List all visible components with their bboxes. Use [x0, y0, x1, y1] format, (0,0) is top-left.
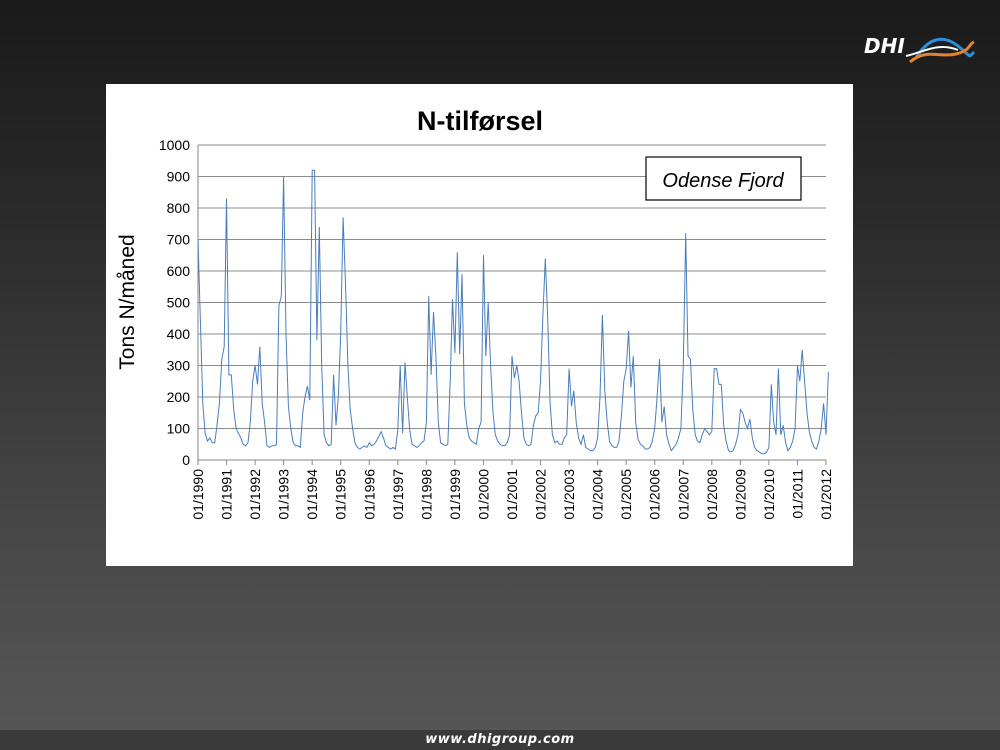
x-tick-label: 01/2008 [704, 469, 720, 520]
dhi-logo: DHI [858, 28, 976, 70]
y-tick-label: 300 [167, 358, 191, 374]
x-tick-label: 01/1994 [304, 469, 320, 520]
y-tick-label: 400 [167, 326, 191, 342]
x-tick-label: 01/2000 [475, 469, 491, 520]
x-tick-label: 01/1997 [390, 469, 406, 520]
y-tick-label: 0 [182, 452, 190, 468]
y-tick-label: 1000 [159, 137, 190, 153]
y-axis-label: Tons N/måned [116, 234, 139, 369]
x-tick-label: 01/2009 [732, 469, 748, 520]
y-tick-label: 800 [167, 200, 191, 216]
x-tick-label: 01/2012 [818, 469, 834, 520]
footer-bar: www.dhigroup.com [0, 730, 1000, 750]
x-tick-label: 01/2011 [789, 469, 805, 519]
website-link[interactable]: www.dhigroup.com [425, 732, 575, 747]
y-tick-label: 600 [167, 263, 191, 279]
x-tick-label: 01/2001 [504, 469, 520, 520]
x-tick-label: 01/2007 [675, 469, 691, 520]
x-tick-label: 01/2004 [590, 469, 606, 520]
x-tick-labels: 01/1990 01/1991 01/1992 01/1993 01/1994 01/19… [190, 460, 834, 520]
annotation-text: Odense Fjord [662, 170, 784, 192]
y-tick-label: 900 [167, 169, 191, 185]
x-tick-label: 01/2002 [533, 469, 549, 520]
x-tick-label: 01/1990 [190, 469, 206, 520]
dhi-logo-swoosh [905, 37, 976, 64]
x-tick-label: 01/1998 [418, 469, 434, 520]
y-tick-label: 100 [167, 421, 191, 437]
x-tick-label: 01/1991 [219, 469, 235, 520]
x-tick-label: 01/1996 [361, 469, 377, 520]
x-tick-label: 01/1992 [247, 469, 263, 520]
x-tick-label: 01/2005 [618, 469, 634, 520]
y-tick-label: 200 [167, 389, 191, 405]
chart-title: N-tilførsel [417, 106, 543, 136]
y-tick-label: 700 [167, 232, 191, 248]
line-chart: N-tilførsel Tons N/måned 0 100 200 300 400 50… [116, 106, 834, 520]
annotation-box [645, 156, 802, 201]
x-tick-label: 01/1995 [333, 469, 349, 520]
y-tick-labels: 0 100 200 300 400 500 600 700 800 900 1000 [159, 137, 190, 468]
x-tick-label: 01/1993 [276, 469, 292, 520]
x-tick-label: 01/2006 [647, 469, 663, 520]
chart-panel: N-tilførsel Tons N/måned 0 100 200 300 400 50… [106, 84, 853, 566]
x-tick-label: 01/1999 [447, 469, 463, 520]
x-tick-label: 01/2010 [761, 469, 777, 520]
x-tick-label: 01/2003 [561, 469, 577, 520]
y-tick-label: 500 [167, 295, 191, 311]
series-line [197, 169, 829, 455]
logo-text: DHI [864, 34, 905, 58]
